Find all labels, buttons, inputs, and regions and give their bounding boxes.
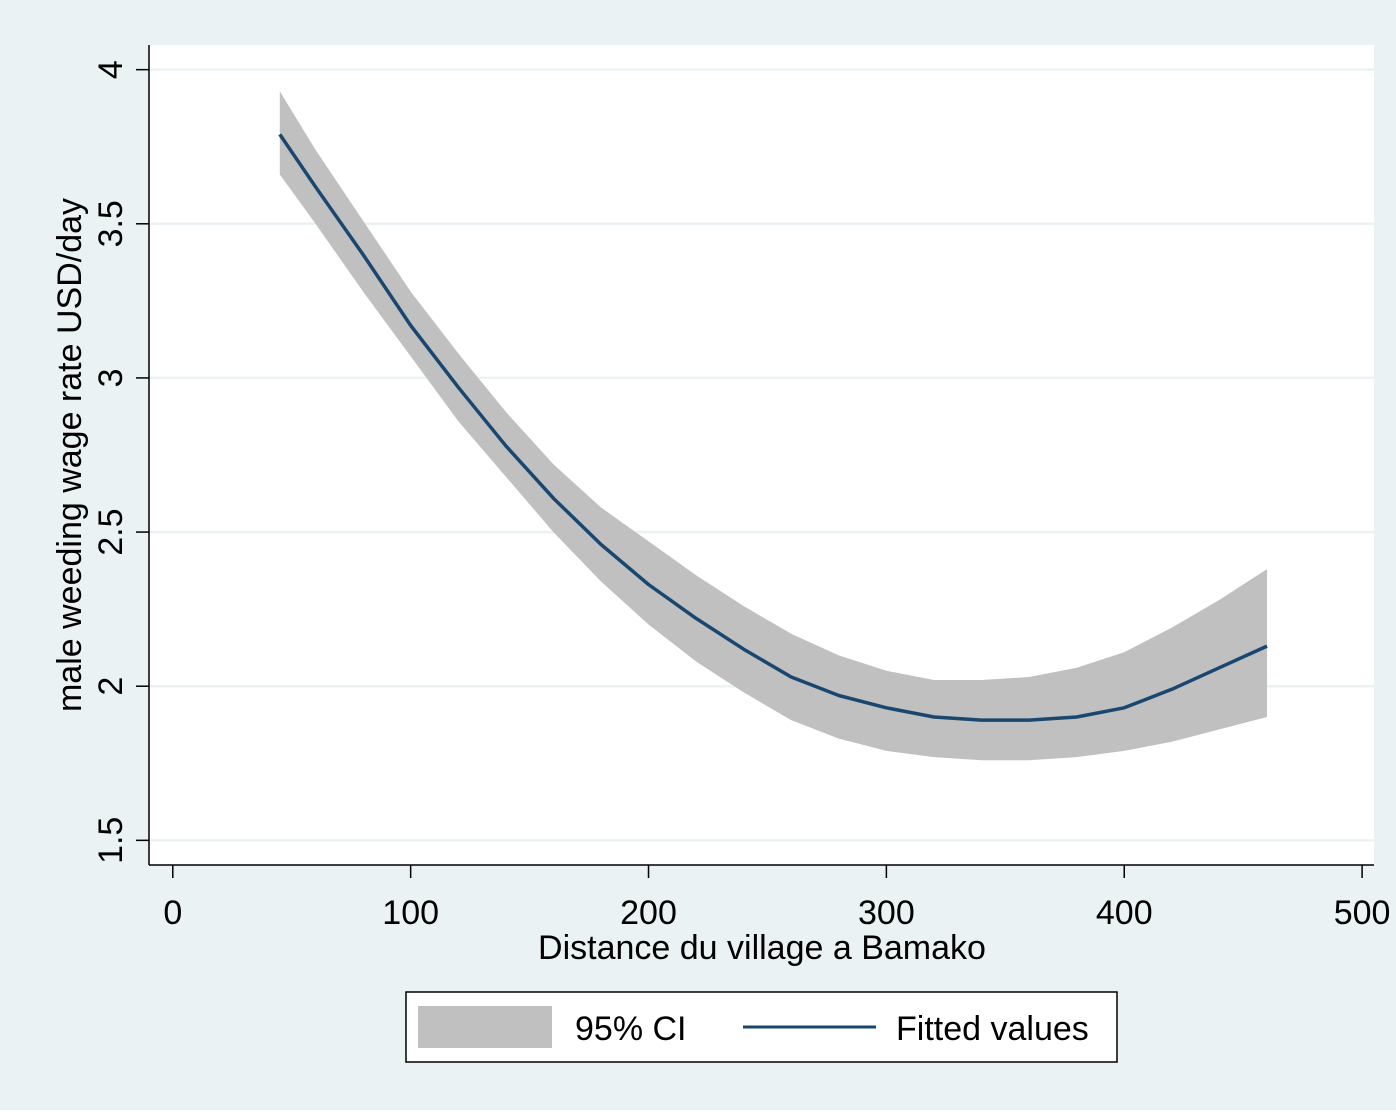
y-tick-label: 3.5 xyxy=(92,200,130,247)
x-tick-label: 300 xyxy=(858,894,915,932)
legend-ci-swatch xyxy=(418,1006,552,1048)
tick-label-layer: 0 100 200 300 400 500 1.5 2 2.5 3 3.5 4 xyxy=(92,60,1390,932)
axis-layer xyxy=(148,45,1374,866)
x-tick-label: 0 xyxy=(163,894,182,932)
legend-fitted-label: Fitted values xyxy=(896,1010,1089,1048)
fitted-line-layer xyxy=(278,133,1268,722)
x-tick-label: 100 xyxy=(382,894,439,932)
y-axis-label: male weeding wage rate USD/day xyxy=(51,198,89,712)
legend-ci-label: 95% CI xyxy=(575,1010,687,1048)
x-tick-label: 200 xyxy=(620,894,677,932)
ci-band xyxy=(279,91,1267,761)
legend: 95% CI Fitted values xyxy=(405,991,1118,1063)
y-tick-label: 1.5 xyxy=(92,817,130,864)
plot-area xyxy=(149,45,1374,865)
x-axis-label: Distance du village a Bamako xyxy=(538,929,986,967)
y-tick-label: 4 xyxy=(92,60,130,79)
x-tick-label: 500 xyxy=(1334,894,1391,932)
y-tick-label: 2.5 xyxy=(92,508,130,555)
fitted-line xyxy=(278,133,1268,722)
ci-band-layer xyxy=(279,91,1267,761)
x-tick-label: 400 xyxy=(1096,894,1153,932)
y-tick-label: 2 xyxy=(92,677,130,696)
y-tick-label: 3 xyxy=(92,368,130,387)
